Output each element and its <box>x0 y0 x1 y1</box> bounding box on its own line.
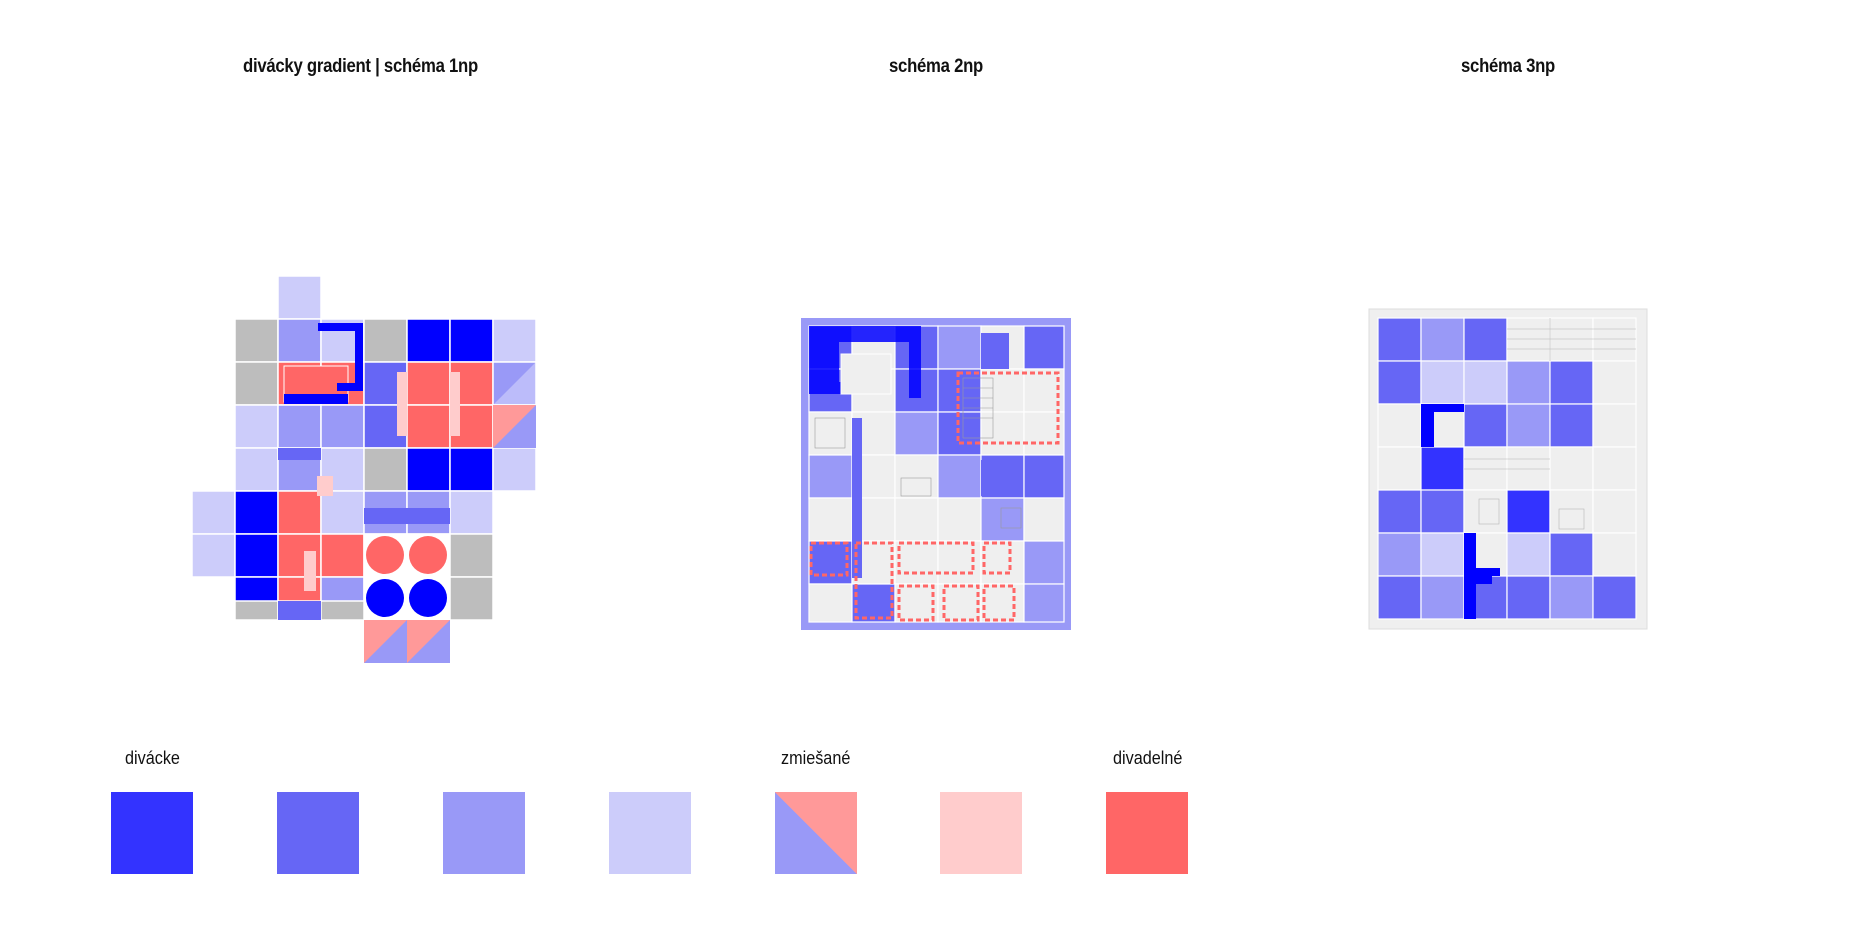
legend-swatch-divacke-1 <box>111 792 193 874</box>
legend-swatch-divadelne-1 <box>1106 792 1188 874</box>
legend-label-divacke: divácke <box>125 748 180 768</box>
plan-3np-drawing <box>1368 308 1648 630</box>
legend-swatch-zmiesane <box>775 792 857 874</box>
legend-label-divadelne: divadelné <box>1113 748 1183 768</box>
circle-blue-2 <box>409 579 447 617</box>
legend-swatch-divacke-4 <box>609 792 691 874</box>
circle-red-2 <box>409 536 447 574</box>
plan-3-title: schéma 3np <box>1461 56 1556 77</box>
legend-label-zmiesane: zmiešané <box>781 748 851 768</box>
plan-2np-drawing <box>801 318 1071 630</box>
plan-2-title: schéma 2np <box>889 56 984 77</box>
legend-swatch-divacke-2 <box>277 792 359 874</box>
plan-1np-schema <box>191 275 537 666</box>
circle-blue-1 <box>366 579 404 617</box>
plan-3np-schema <box>1368 308 1648 630</box>
legend-swatch-divadelne-2 <box>940 792 1022 874</box>
plan-2np-schema <box>801 318 1071 630</box>
plan-1np-drawing <box>191 275 537 663</box>
legend-swatch-divacke-3 <box>443 792 525 874</box>
circle-red-1 <box>366 536 404 574</box>
plan-1-title: divácky gradient | schéma 1np <box>243 56 478 77</box>
